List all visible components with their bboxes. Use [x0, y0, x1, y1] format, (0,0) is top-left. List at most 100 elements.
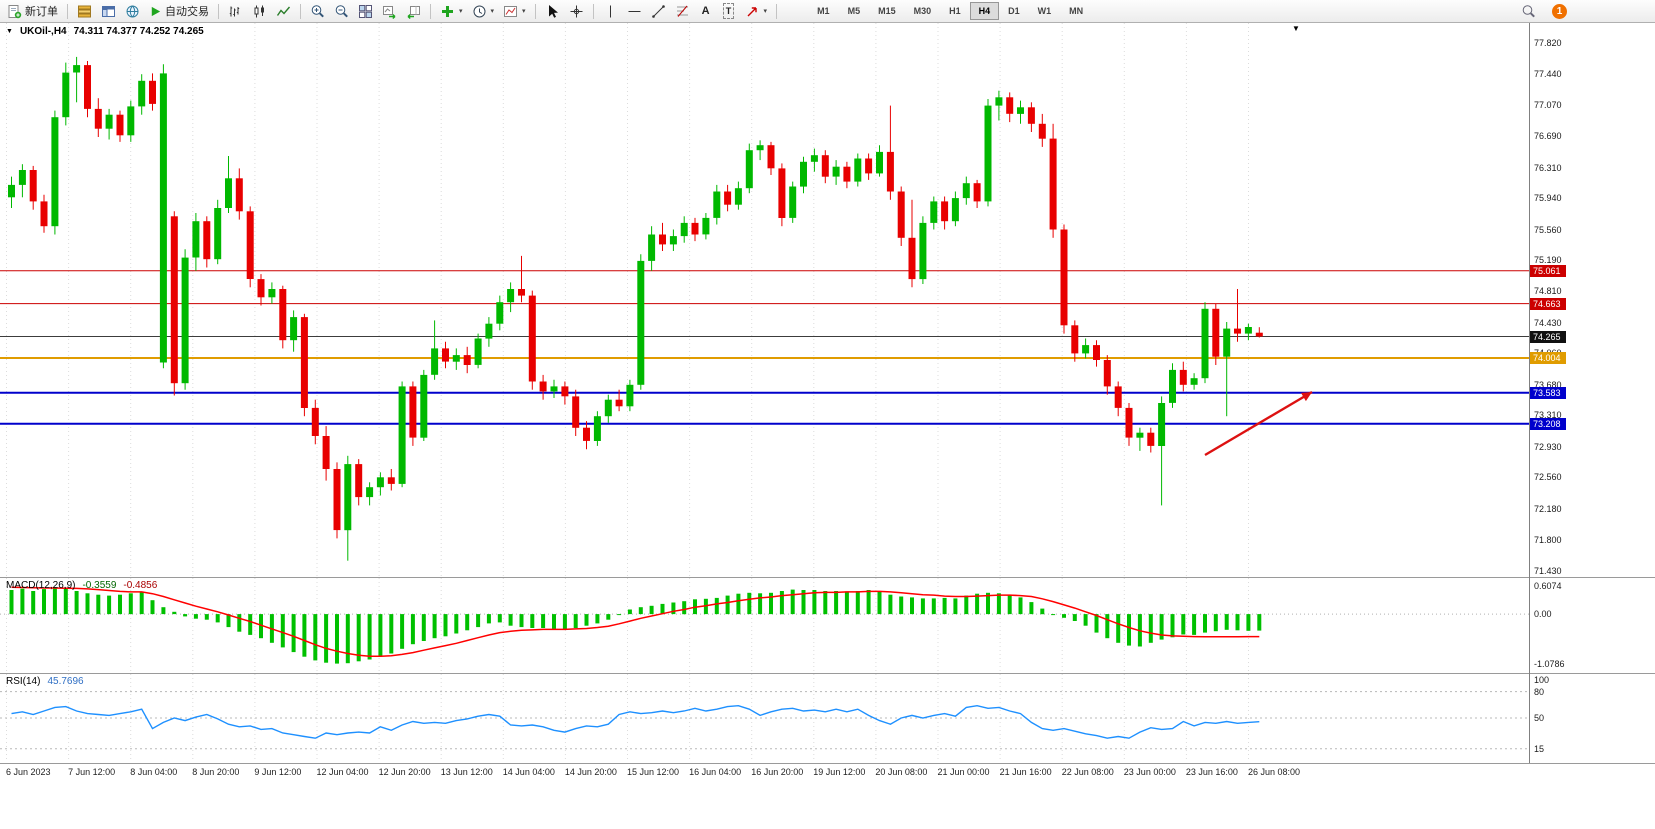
macd-histogram-bar — [573, 614, 578, 628]
zoom-in-button[interactable] — [306, 2, 329, 21]
macd-histogram-bar — [1007, 594, 1012, 615]
terminal-button[interactable] — [121, 2, 144, 21]
macd-histogram-bar — [834, 591, 839, 615]
price-scale-label: 73.680 — [1534, 379, 1562, 390]
macd-histogram-bar — [682, 601, 687, 615]
macd-histogram-bar — [953, 598, 958, 615]
macd-histogram-bar — [584, 614, 589, 626]
time-axis-label: 8 Jun 04:00 — [130, 767, 178, 777]
candle-body — [1147, 432, 1155, 446]
tile-windows-button[interactable] — [354, 2, 377, 21]
fibonacci-button[interactable] — [671, 2, 694, 21]
bar-chart-icon — [229, 6, 240, 16]
candle-body — [908, 237, 916, 280]
label-tool-icon: T — [722, 3, 735, 19]
timeframe-button-h1[interactable]: H1 — [949, 6, 961, 16]
zoom-in-icon — [311, 4, 324, 17]
macd-histogram-bar — [248, 614, 253, 635]
rsi-panel-canvas[interactable] — [0, 674, 1529, 762]
cursor-icon — [548, 4, 558, 18]
price-chart-canvas[interactable] — [0, 23, 1529, 577]
candle-body — [452, 355, 460, 362]
macd-histogram-bar — [193, 614, 198, 619]
text-tool-button[interactable]: A — [695, 2, 717, 21]
macd-histogram-bar — [899, 596, 904, 615]
zoom-out-button[interactable] — [330, 2, 353, 21]
autoscroll-button[interactable] — [378, 2, 401, 21]
timeframe-button-m15[interactable]: M15 — [878, 6, 896, 16]
candle-body — [962, 183, 970, 199]
candle-body — [648, 234, 656, 261]
timeframe-button-m1[interactable]: M1 — [817, 6, 830, 16]
timeframe-button-h4[interactable]: H4 — [969, 2, 1000, 20]
rsi-scale-label: 100 — [1534, 675, 1550, 685]
candle-body — [431, 348, 439, 375]
macd-histogram-bar — [280, 614, 285, 648]
bar-chart-button[interactable] — [224, 2, 247, 21]
scroll-marker-icon[interactable]: ▼ — [1292, 24, 1300, 33]
candle-body — [366, 487, 374, 498]
label-tool-button[interactable]: T — [718, 2, 740, 21]
macd-histogram-bar — [519, 614, 524, 628]
arrows-tool-button[interactable]: ▾ — [741, 2, 772, 21]
line-chart-button[interactable] — [272, 2, 295, 21]
candle-body — [300, 317, 308, 408]
trendline-button[interactable] — [647, 2, 670, 21]
time-axis-label: 9 Jun 12:00 — [254, 767, 302, 777]
candle-body — [40, 201, 48, 227]
macd-name: MACD(12,26,9) — [6, 580, 76, 591]
navigator-button[interactable] — [97, 2, 120, 21]
macd-histogram-bar — [259, 614, 263, 639]
macd-histogram-bar — [1094, 614, 1099, 633]
crosshair-button[interactable] — [565, 2, 588, 21]
new-order-button[interactable]: 新订单 — [3, 2, 62, 21]
cursor-button[interactable] — [541, 2, 564, 21]
candle-body — [257, 279, 265, 298]
vertical-line-button[interactable] — [599, 2, 622, 21]
candle-body — [344, 464, 352, 531]
horizontal-line-button[interactable] — [623, 2, 646, 21]
periods-button[interactable]: ▾ — [468, 2, 499, 21]
macd-histogram-bar — [1062, 614, 1066, 618]
candle-body — [539, 381, 547, 392]
chart-shift-button[interactable] — [402, 2, 425, 21]
price-scale[interactable]: 77.820 77.440 77.070 76.690 76.310 75.940 75.5… — [1529, 23, 1655, 763]
timeframe-button-d1[interactable]: D1 — [1008, 6, 1020, 16]
macd-histogram-bar — [1148, 614, 1153, 643]
macd-histogram-bar — [302, 614, 307, 657]
search-button[interactable] — [1517, 2, 1540, 21]
templates-button[interactable]: ▾ — [499, 2, 530, 21]
macd-panel-canvas[interactable] — [0, 578, 1529, 672]
indicators-add-button[interactable]: ▾ — [436, 2, 467, 21]
timeframe-button-m30[interactable]: M30 — [913, 6, 932, 16]
trend-arrow-annotation[interactable] — [1204, 390, 1313, 457]
timeframe-button-m5[interactable]: M5 — [847, 6, 861, 16]
candle-body — [951, 198, 959, 222]
macd-histogram-bar — [942, 597, 947, 615]
candle-body — [62, 72, 70, 118]
chart-window: ▼ UKOil-,H4 74.311 74.377 74.252 74.265 … — [0, 23, 1655, 829]
candle-body — [702, 217, 710, 235]
macd-histogram-bar — [714, 597, 719, 615]
panel-separator[interactable] — [0, 577, 1655, 578]
autotrading-button[interactable]: 自动交易 — [145, 2, 213, 21]
candle-body — [279, 289, 287, 341]
panel-separator[interactable] — [0, 673, 1655, 674]
timeframe-button-w1[interactable]: W1 — [1037, 6, 1052, 16]
time-axis-label: 23 Jun 00:00 — [1123, 767, 1176, 777]
macd-signal-value: -0.4856 — [123, 580, 158, 591]
macd-histogram-bar — [1224, 614, 1229, 630]
candle-body — [1017, 107, 1024, 114]
timeframe-button-mn[interactable]: MN — [1069, 6, 1084, 16]
collapse-icon[interactable]: ▼ — [6, 28, 13, 35]
market-watch-button[interactable] — [73, 2, 96, 21]
price-scale-label: 72.180 — [1534, 503, 1562, 514]
vertical-line-icon — [609, 5, 611, 17]
notification-badge[interactable]: 1 — [1552, 4, 1567, 19]
candlestick-chart-button[interactable] — [248, 2, 271, 21]
candle-body — [930, 201, 938, 223]
macd-histogram-bar — [476, 614, 481, 628]
macd-histogram-bar — [356, 614, 361, 662]
macd-histogram-bar — [1192, 614, 1197, 635]
